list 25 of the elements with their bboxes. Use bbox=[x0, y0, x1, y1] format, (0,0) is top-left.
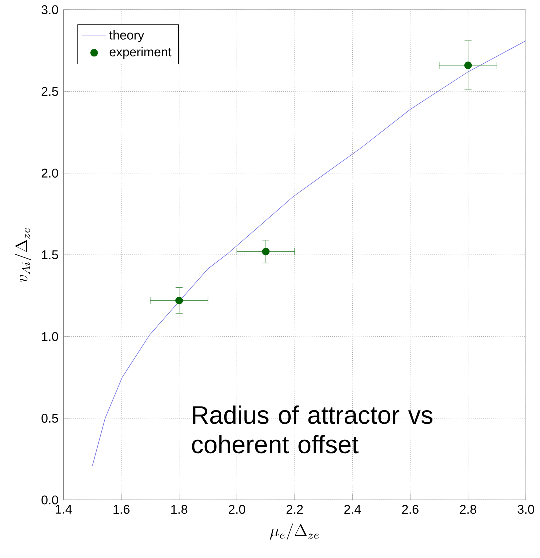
annotation: Radius of attractor vs coherent offset bbox=[192, 406, 433, 454]
y-tick-label: 1.0 bbox=[42, 332, 58, 342]
y-tick-label: 2.0 bbox=[42, 168, 58, 178]
line-series bbox=[92, 40, 526, 466]
point bbox=[262, 248, 270, 256]
point bbox=[176, 297, 184, 305]
x-tick-label: 2.6 bbox=[402, 505, 419, 514]
x-tick-label: 1.8 bbox=[172, 505, 188, 514]
y-axis-title: $v_{Ai}/\Delta_{ze}$ bbox=[14, 228, 32, 283]
x-tick-label: 3.0 bbox=[518, 505, 534, 514]
y-tick-label: 0.0 bbox=[42, 496, 58, 505]
x-axis-title: $\mu_e/\Delta_{ze}$ bbox=[270, 524, 320, 540]
y-tick-label: 2.5 bbox=[42, 87, 58, 96]
x-tick-label: 2.4 bbox=[344, 505, 362, 514]
x-tick-label: 2.8 bbox=[460, 505, 477, 514]
x-tick-label: 2.2 bbox=[286, 505, 304, 514]
legend-label: experiment bbox=[110, 47, 172, 60]
legend-label: theory bbox=[110, 30, 144, 42]
x-tick-label: 1.6 bbox=[114, 505, 130, 514]
x-tick-label: 2.0 bbox=[229, 505, 246, 514]
y-tick-label: 0.5 bbox=[42, 414, 58, 423]
point bbox=[464, 62, 472, 70]
y-tick-label: 1.5 bbox=[42, 250, 58, 260]
x-tick-label: 1.4 bbox=[56, 505, 72, 514]
y-tick-label: 3.0 bbox=[42, 6, 58, 14]
